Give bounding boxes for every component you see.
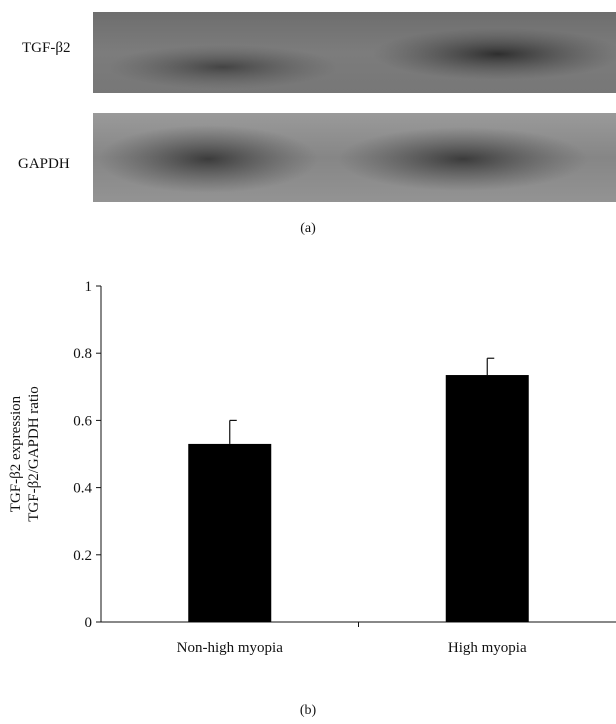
y-tick-label: 0.8: [73, 346, 92, 362]
y-ticks: 0 0.2 0.4 0.6 0.8 1: [73, 279, 101, 631]
x-tick-label: Non-high myopia: [177, 640, 284, 656]
y-tick-label: 0.2: [73, 548, 92, 564]
bar-chart: 0 0.2 0.4 0.6 0.8 1 Non-high myopia High myopi…: [8, 279, 616, 656]
y-tick-label: 0.6: [73, 413, 92, 429]
y-axis-label: TGF-β2 expression TGF-β2/GAPDH ratio: [8, 386, 42, 522]
bar: [188, 443, 272, 622]
y-tick-label: 1: [85, 279, 93, 295]
y-tick-label: 0.4: [73, 481, 92, 497]
gapdh-band-non-high: [98, 125, 318, 193]
x-tick-label: High myopia: [448, 640, 527, 656]
y-axis-label-line: TGF-β2/GAPDH ratio: [26, 386, 42, 522]
y-tick-label: 0: [85, 615, 93, 631]
y-axis-label-line: TGF-β2 expression: [8, 395, 24, 512]
error-bars: [229, 357, 495, 444]
bar: [445, 375, 529, 622]
tgf-band-high: [373, 28, 616, 80]
gapdh-band-high: [338, 127, 588, 191]
bars: [188, 375, 529, 622]
gapdh-blot-strip: [93, 113, 616, 202]
tgf-band-non-high: [108, 45, 338, 89]
blot-label-gapdh: GAPDH: [18, 156, 70, 172]
chart-axes: [100, 286, 616, 623]
tgf-beta2-blot-strip: [93, 12, 616, 93]
blot-label-tgf-beta2: TGF-β2: [22, 40, 71, 56]
panel-a-caption: (a): [300, 221, 316, 236]
x-tick-labels: Non-high myopia High myopia: [177, 622, 527, 656]
panel-b-caption: (b): [299, 703, 317, 718]
